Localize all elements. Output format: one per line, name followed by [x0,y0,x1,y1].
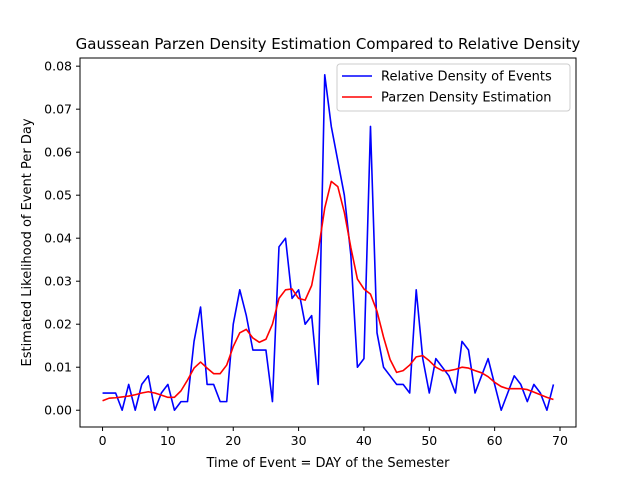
x-tick-label: 60 [487,433,503,448]
legend: Relative Density of Events Parzen Densit… [336,63,571,112]
y-tick-label: 0.00 [44,403,72,418]
y-axis-label: Estimated Likelihood of Event Per Day [20,118,35,366]
series-line-parzen-density-estimation [102,180,554,402]
legend-box [336,63,571,112]
x-tick-label: 10 [160,433,176,448]
x-axis-label: Time of Event = DAY of the Semester [205,456,450,471]
y-tick-label: 0.01 [44,360,72,375]
series-layer [102,73,555,412]
chart-title: Gaussean Parzen Density Estimation Compa… [76,35,581,53]
y-tick-label: 0.05 [44,188,72,203]
plot-area [80,58,576,427]
y-tick-label: 0.07 [44,102,72,117]
series-line-relative-density-of-events [102,73,555,412]
x-tick-label: 0 [99,433,107,448]
x-tick-label: 40 [356,433,372,448]
y-tick-label: 0.08 [44,59,72,74]
y-axis-ticks: 0.00 0.01 0.02 0.03 0.04 0.05 0.06 0.07 0.08 [44,59,80,418]
plot-frame [79,57,577,428]
x-tick-label: 20 [225,433,241,448]
x-axis-ticks: 0 10 20 30 40 50 60 70 [99,427,568,448]
y-tick-label: 0.02 [44,317,72,332]
y-tick-label: 0.06 [44,145,72,160]
x-tick-label: 50 [421,433,437,448]
x-tick-label: 70 [552,433,568,448]
y-tick-label: 0.04 [44,231,72,246]
legend-label-parzen-estimation: Parzen Density Estimation [381,91,552,106]
legend-label-relative-density: Relative Density of Events [381,70,552,85]
y-tick-label: 0.03 [44,274,72,289]
x-tick-label: 30 [291,433,307,448]
